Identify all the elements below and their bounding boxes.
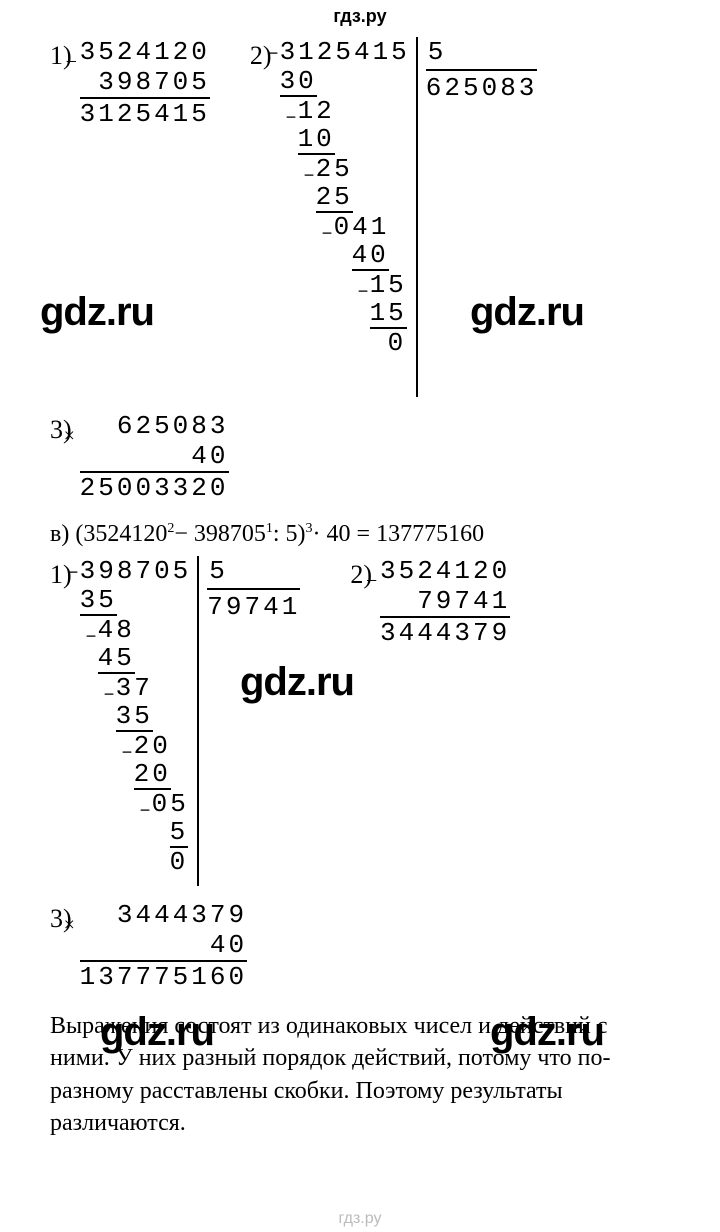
- sub-result-2: 3444379: [380, 616, 510, 648]
- times-sign-2: ×: [64, 914, 75, 937]
- op3: ·: [313, 521, 321, 547]
- subtrahend-2: 79741: [417, 586, 510, 616]
- sub-result: 3125415: [80, 97, 210, 129]
- problem-1-1: 1) − 3524120 398705 3125415: [50, 37, 210, 129]
- multiplicand-2: 3444379: [117, 900, 247, 930]
- page-header: гдз.ру: [0, 0, 720, 27]
- expression-v: в) (35241202− 3987051: 5)3· 40 = 1377751…: [50, 521, 670, 548]
- sup2: 1: [266, 521, 273, 536]
- quotient: 625083: [426, 71, 538, 103]
- dividend: −3125415: [280, 37, 410, 67]
- watermark-3: gdz.ru: [240, 660, 354, 705]
- minus-sign-2: −: [366, 570, 377, 593]
- multiplier-2: 40: [210, 930, 247, 960]
- problem-2-3: 3) × 3444379 40 137775160: [50, 900, 670, 992]
- op1: −: [174, 521, 188, 547]
- expr-label: в): [50, 521, 69, 547]
- label-2-1: 1): [50, 556, 72, 886]
- minus-sign: −: [66, 51, 77, 74]
- times-sign: ×: [64, 425, 75, 448]
- watermark-1: gdz.ru: [40, 290, 154, 335]
- multiplier: 40: [191, 441, 228, 471]
- divisor-2: 5: [207, 556, 300, 590]
- minuend-2: 3524120: [380, 556, 510, 586]
- division-steps-1: 3012−1025−25041−4015−150: [280, 67, 407, 357]
- problem-2-2: 2) − 3524120 79741 3444379: [350, 556, 510, 648]
- content-area: 1) − 3524120 398705 3125415 2) −3125415 …: [0, 27, 720, 1140]
- mult-result-2: 137775160: [80, 960, 247, 992]
- problem-1-3: 3) × 625083 40 25003320: [50, 411, 670, 503]
- dividend-2: −398705: [80, 556, 192, 586]
- footer-watermark: гдз.ру: [0, 1210, 720, 1228]
- op2: :: [273, 521, 280, 547]
- expr-b: 398705: [194, 521, 266, 547]
- expr-d: 40 = 137775160: [327, 521, 485, 547]
- divisor: 5: [426, 37, 538, 71]
- problem-2-1: 1) −398705 3548−4537−3520−2005−50 5 7974…: [50, 556, 300, 886]
- quotient-2: 79741: [207, 590, 300, 622]
- mult-result: 25003320: [80, 471, 229, 503]
- row-1: 1) − 3524120 398705 3125415 2) −3125415 …: [50, 37, 670, 397]
- label-1-2: 2): [250, 37, 272, 397]
- row-2: 1) −398705 3548−4537−3520−2005−50 5 7974…: [50, 556, 670, 886]
- minuend: 3524120: [80, 37, 210, 67]
- multiplicand: 625083: [117, 411, 229, 441]
- subtrahend: 398705: [98, 67, 210, 97]
- watermark-4: gdz.ru: [100, 1010, 214, 1055]
- expr-c: 5): [286, 521, 306, 547]
- expr-a: (3524120: [75, 521, 167, 547]
- watermark-2: gdz.ru: [470, 290, 584, 335]
- problem-1-2: 2) −3125415 3012−1025−25041−4015−150 5 6…: [250, 37, 538, 397]
- sup3: 3: [306, 521, 313, 536]
- division-steps-2: 3548−4537−3520−2005−50: [80, 586, 189, 876]
- watermark-5: gdz.ru: [490, 1010, 604, 1055]
